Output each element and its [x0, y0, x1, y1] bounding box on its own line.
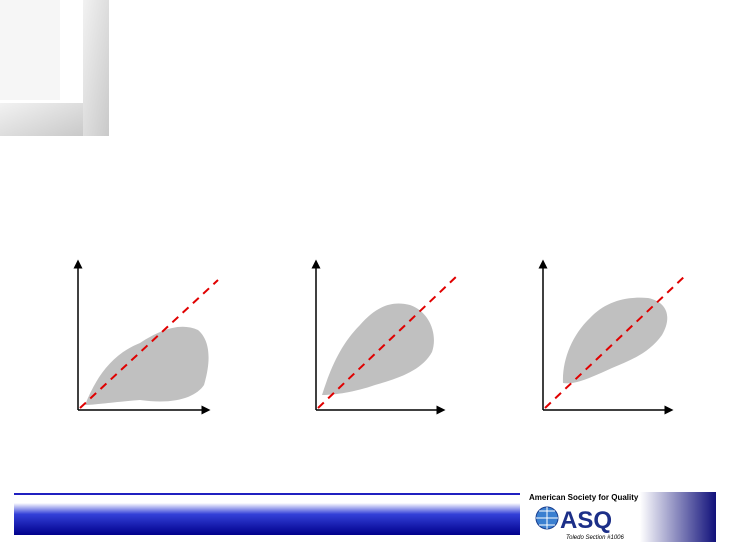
- trend-line: [317, 274, 459, 409]
- scatter-diagram: [311, 259, 459, 415]
- scatter-diagram: [73, 259, 219, 415]
- logo-section: Toledo Section #1006: [566, 535, 624, 541]
- logo-mark: ASQ: [560, 507, 612, 534]
- scatter-diagram: [538, 259, 687, 415]
- footer-gradient-box: [640, 492, 716, 542]
- footer-bar: [14, 503, 520, 535]
- logo-organization: American Society for Quality: [529, 493, 639, 502]
- trend-line: [544, 274, 687, 409]
- logo-globe-grid: [536, 507, 558, 529]
- point-cloud: [322, 303, 434, 395]
- asq-logo: American Society for Quality ASQ Toledo …: [529, 493, 639, 541]
- point-cloud: [562, 297, 668, 384]
- trend-line: [79, 279, 219, 409]
- point-cloud: [85, 326, 209, 405]
- faded-photo: [0, 0, 109, 136]
